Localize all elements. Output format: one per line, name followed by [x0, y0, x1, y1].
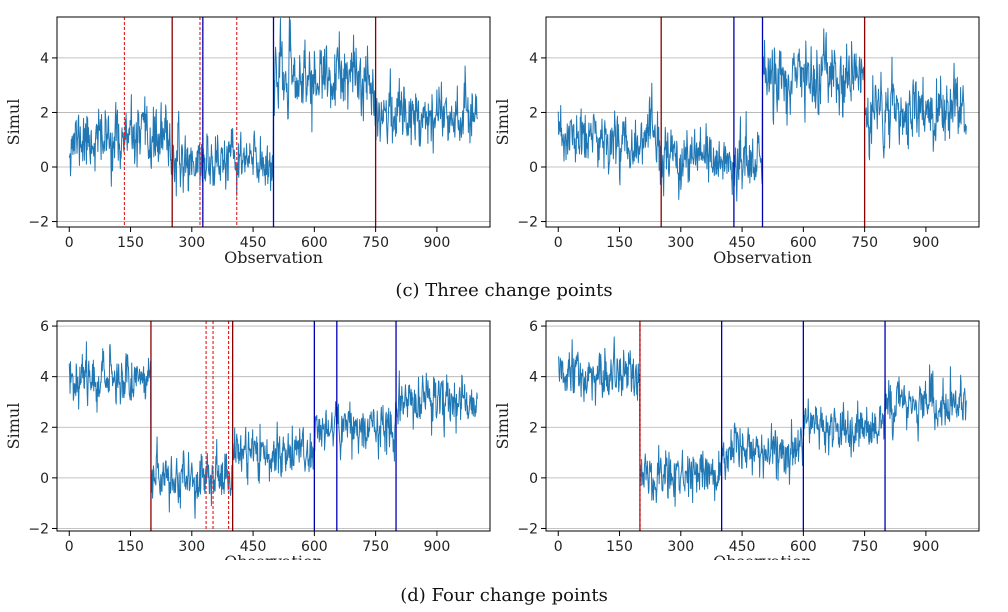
x-axis-label: Observation [224, 552, 323, 560]
y-tick-label: −2 [517, 215, 538, 231]
y-tick-label: 2 [40, 420, 49, 436]
y-tick-label: 0 [40, 160, 49, 176]
x-tick-label: 750 [362, 235, 389, 251]
y-tick-label: 0 [40, 471, 49, 487]
y-axis-label: Simul [4, 403, 23, 450]
y-axis-label: Simul [493, 403, 512, 450]
x-tick-label: 300 [178, 235, 205, 251]
caption-three-change-points: (c) Three change points [395, 280, 613, 301]
x-axis-label: Observation [713, 248, 812, 267]
x-tick-label: 150 [606, 539, 633, 555]
x-tick-label: 900 [424, 539, 451, 555]
y-tick-label: 2 [529, 105, 538, 121]
x-tick-label: 450 [240, 539, 267, 555]
y-axis-label: Simul [4, 99, 23, 146]
y-tick-label: 6 [40, 319, 49, 335]
y-tick-label: 2 [40, 105, 49, 121]
x-tick-label: 300 [667, 539, 694, 555]
y-tick-label: −2 [28, 521, 49, 537]
x-tick-label: 450 [729, 235, 756, 251]
x-tick-label: 300 [178, 539, 205, 555]
series-line [68, 341, 478, 519]
x-tick-label: 750 [851, 235, 878, 251]
x-tick-label: 0 [554, 235, 563, 251]
x-tick-label: 0 [65, 539, 74, 555]
chart-d-left: 0 150 300 450 600 750 900 −2 0 2 4 6 Observation Simu… [4, 319, 491, 560]
plot-frame [545, 16, 980, 228]
y-tick-label: 4 [529, 370, 538, 386]
x-tick-label: 150 [117, 235, 144, 251]
x-axis-label: Observation [224, 248, 323, 267]
y-tick-label: −2 [28, 215, 49, 231]
y-axis-label: Simul [493, 99, 512, 146]
x-axis-label: Observation [713, 552, 812, 560]
x-tick-label: 150 [117, 539, 144, 555]
y-tick-label: 2 [529, 420, 538, 436]
chart-d-right: 0 150 300 450 600 750 900 −2 0 2 4 6 Observation Simu… [493, 319, 980, 560]
x-tick-label: 450 [240, 235, 267, 251]
x-tick-label: 450 [729, 539, 756, 555]
y-tick-label: −2 [517, 521, 538, 537]
chart-c-left: 0 150 300 450 600 750 900 −2 0 2 4 Observation Simul [4, 16, 491, 267]
caption-four-change-points: (d) Four change points [400, 585, 608, 606]
plot-frame [56, 16, 491, 228]
plot-frame [545, 320, 980, 532]
x-tick-label: 150 [606, 235, 633, 251]
x-tick-label: 0 [65, 235, 74, 251]
y-tick-label: 4 [40, 370, 49, 386]
x-tick-label: 900 [913, 539, 940, 555]
plot-frame [56, 320, 491, 532]
y-tick-label: 0 [529, 160, 538, 176]
x-tick-label: 900 [424, 235, 451, 251]
chart-c-right: 0 150 300 450 600 750 900 −2 0 2 4 Observation Simul [493, 16, 980, 267]
y-tick-label: 6 [529, 319, 538, 335]
x-tick-label: 600 [790, 539, 817, 555]
series-line [558, 336, 967, 507]
x-tick-label: 300 [667, 235, 694, 251]
x-tick-label: 900 [913, 235, 940, 251]
x-tick-label: 600 [301, 235, 328, 251]
x-tick-label: 750 [851, 539, 878, 555]
x-tick-label: 600 [301, 539, 328, 555]
x-tick-label: 600 [790, 235, 817, 251]
x-tick-label: 0 [554, 539, 563, 555]
y-tick-label: 4 [40, 51, 49, 67]
x-tick-label: 750 [362, 539, 389, 555]
y-tick-label: 0 [529, 471, 538, 487]
figure: 0 150 300 450 600 750 900−2024ObservationSimul… [4, 16, 980, 560]
y-tick-label: 4 [529, 51, 538, 67]
